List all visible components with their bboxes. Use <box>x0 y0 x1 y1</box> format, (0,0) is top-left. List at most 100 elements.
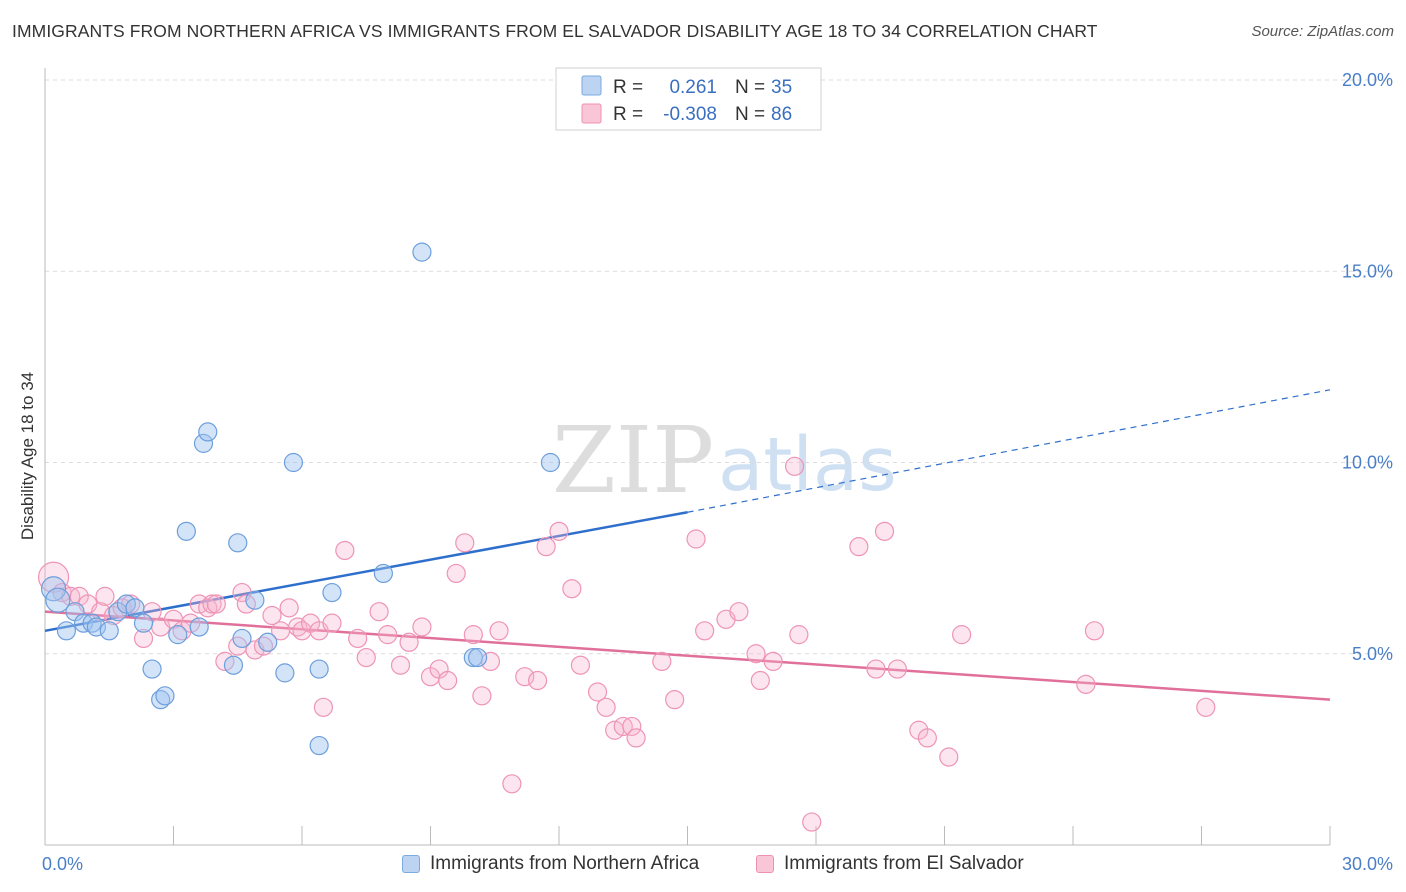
point-el-salvador-42 <box>412 617 432 637</box>
gridlines <box>45 79 1390 655</box>
legend-r-value-2: -0.308 <box>663 104 717 125</box>
point-northern-africa-10 <box>125 598 145 618</box>
point-el-salvador-78 <box>866 659 886 679</box>
point-el-salvador-72 <box>750 670 770 691</box>
point-el-salvador-65 <box>652 651 672 672</box>
legend-r-value-1: 0.261 <box>669 77 717 98</box>
point-northern-africa-29 <box>322 582 342 603</box>
legend-swatch-northern-africa <box>581 75 602 96</box>
y-tick-label-3: 20.0% <box>1342 70 1393 90</box>
x-tick-label-0: 0.0% <box>42 854 83 874</box>
point-el-salvador-40 <box>390 655 411 675</box>
point-northern-africa-11 <box>133 613 154 633</box>
legend-r-label-1: R = <box>613 77 643 98</box>
point-el-salvador-77 <box>849 537 869 557</box>
point-northern-africa-6 <box>86 617 107 637</box>
point-northern-africa-33 <box>468 647 488 668</box>
point-northern-africa-17 <box>189 617 209 637</box>
point-el-salvador-74 <box>784 456 805 476</box>
point-northern-africa-28 <box>309 735 329 756</box>
point-el-salvador-63 <box>622 716 642 737</box>
y-axis-label: Disability Age 18 to 34 <box>18 372 37 540</box>
point-el-salvador-59 <box>587 682 608 702</box>
point-northern-africa-23 <box>245 590 265 610</box>
bottom-legend-swatch-el-salvador <box>756 855 774 873</box>
point-el-salvador-87 <box>1196 697 1216 717</box>
point-el-salvador-66 <box>665 690 685 710</box>
point-el-salvador-35 <box>335 540 355 561</box>
point-northern-africa-24 <box>258 632 278 652</box>
point-el-salvador-38 <box>369 602 389 622</box>
point-el-salvador-84 <box>952 625 972 645</box>
data-points <box>37 242 1216 832</box>
bottom-legend-item-el-salvador: Immigrants from El Salvador <box>756 851 1024 877</box>
point-el-salvador-36 <box>348 628 368 649</box>
point-el-salvador-53 <box>515 667 535 687</box>
point-northern-africa-21 <box>228 533 248 553</box>
watermark-zip: ZIP <box>552 407 714 514</box>
point-el-salvador-75 <box>789 625 809 645</box>
point-el-salvador-55 <box>536 537 556 557</box>
point-el-salvador-54 <box>527 670 548 691</box>
legend-swatch-el-salvador <box>581 103 602 124</box>
point-el-salvador-76 <box>802 812 822 832</box>
point-el-salvador-52 <box>502 774 522 794</box>
point-northern-africa-1 <box>45 587 71 613</box>
point-el-salvador-79 <box>874 521 895 541</box>
point-el-salvador-71 <box>746 644 766 664</box>
source-credit: Source: ZipAtlas.com <box>1251 23 1394 40</box>
point-el-salvador-67 <box>686 529 706 549</box>
point-el-salvador-82 <box>917 728 937 748</box>
bottom-legend-label-northern-africa: Immigrants from Northern Africa <box>430 853 700 874</box>
point-northern-africa-27 <box>309 659 329 679</box>
point-el-salvador-47 <box>455 533 475 553</box>
tick-labels: 5.0% 10.0% 15.0% 20.0% 0.0% 30.0% <box>42 70 1393 874</box>
point-el-salvador-18 <box>202 594 222 614</box>
point-el-salvador-45 <box>438 670 458 691</box>
point-northern-africa-12 <box>142 659 162 679</box>
point-northern-africa-25 <box>275 663 295 683</box>
bottom-legend-swatch-northern-africa <box>402 855 420 873</box>
chart-title: IMMIGRANTS FROM NORTHERN AFRICA VS IMMIG… <box>12 21 1098 41</box>
point-el-salvador-39 <box>378 625 398 645</box>
x-tick-label-1: 30.0% <box>1342 854 1393 874</box>
point-el-salvador-68 <box>695 621 715 641</box>
point-el-salvador-80 <box>887 659 907 679</box>
point-northern-africa-30 <box>373 563 393 584</box>
y-tick-label-2: 15.0% <box>1342 261 1393 281</box>
point-el-salvador-51 <box>489 621 509 641</box>
y-tick-label-0: 5.0% <box>1352 644 1393 664</box>
bottom-legend: Immigrants from Northern Africa Immigran… <box>0 851 1406 881</box>
point-northern-africa-32 <box>463 647 483 668</box>
trend-lines <box>44 389 1331 701</box>
point-el-salvador-48 <box>463 625 483 645</box>
point-el-salvador-64 <box>626 728 646 748</box>
legend-n-value-1: 35 <box>771 77 792 98</box>
point-el-salvador-60 <box>596 697 616 717</box>
point-el-salvador-46 <box>446 563 466 584</box>
point-el-salvador-6 <box>95 586 115 606</box>
trend-line-el-salvador <box>44 610 1331 701</box>
legend-r-label-2: R = <box>613 104 643 125</box>
point-el-salvador-58 <box>570 655 591 675</box>
point-el-salvador-56 <box>549 521 569 541</box>
point-northern-africa-22 <box>232 628 252 649</box>
legend-n-value-2: 86 <box>771 104 792 125</box>
bottom-legend-item-northern-africa: Immigrants from Northern Africa <box>402 851 699 877</box>
point-el-salvador-57 <box>562 579 582 599</box>
point-northern-africa-34 <box>540 452 561 473</box>
point-northern-africa-18 <box>193 433 214 453</box>
legend-box: R = 0.261 N = 35 R = -0.308 N = 86 <box>555 67 822 131</box>
point-el-salvador-26 <box>262 605 282 626</box>
bottom-legend-label-el-salvador: Immigrants from El Salvador <box>784 853 1024 874</box>
point-el-salvador-34 <box>322 613 342 633</box>
point-el-salvador-83 <box>939 747 959 767</box>
point-northern-africa-14 <box>155 686 175 706</box>
point-el-salvador-37 <box>356 647 376 668</box>
point-el-salvador-73 <box>763 651 783 672</box>
point-el-salvador-85 <box>1076 674 1096 694</box>
point-el-salvador-28 <box>279 598 299 618</box>
trend-line-northern-africa <box>44 510 688 633</box>
point-northern-africa-7 <box>99 621 119 641</box>
